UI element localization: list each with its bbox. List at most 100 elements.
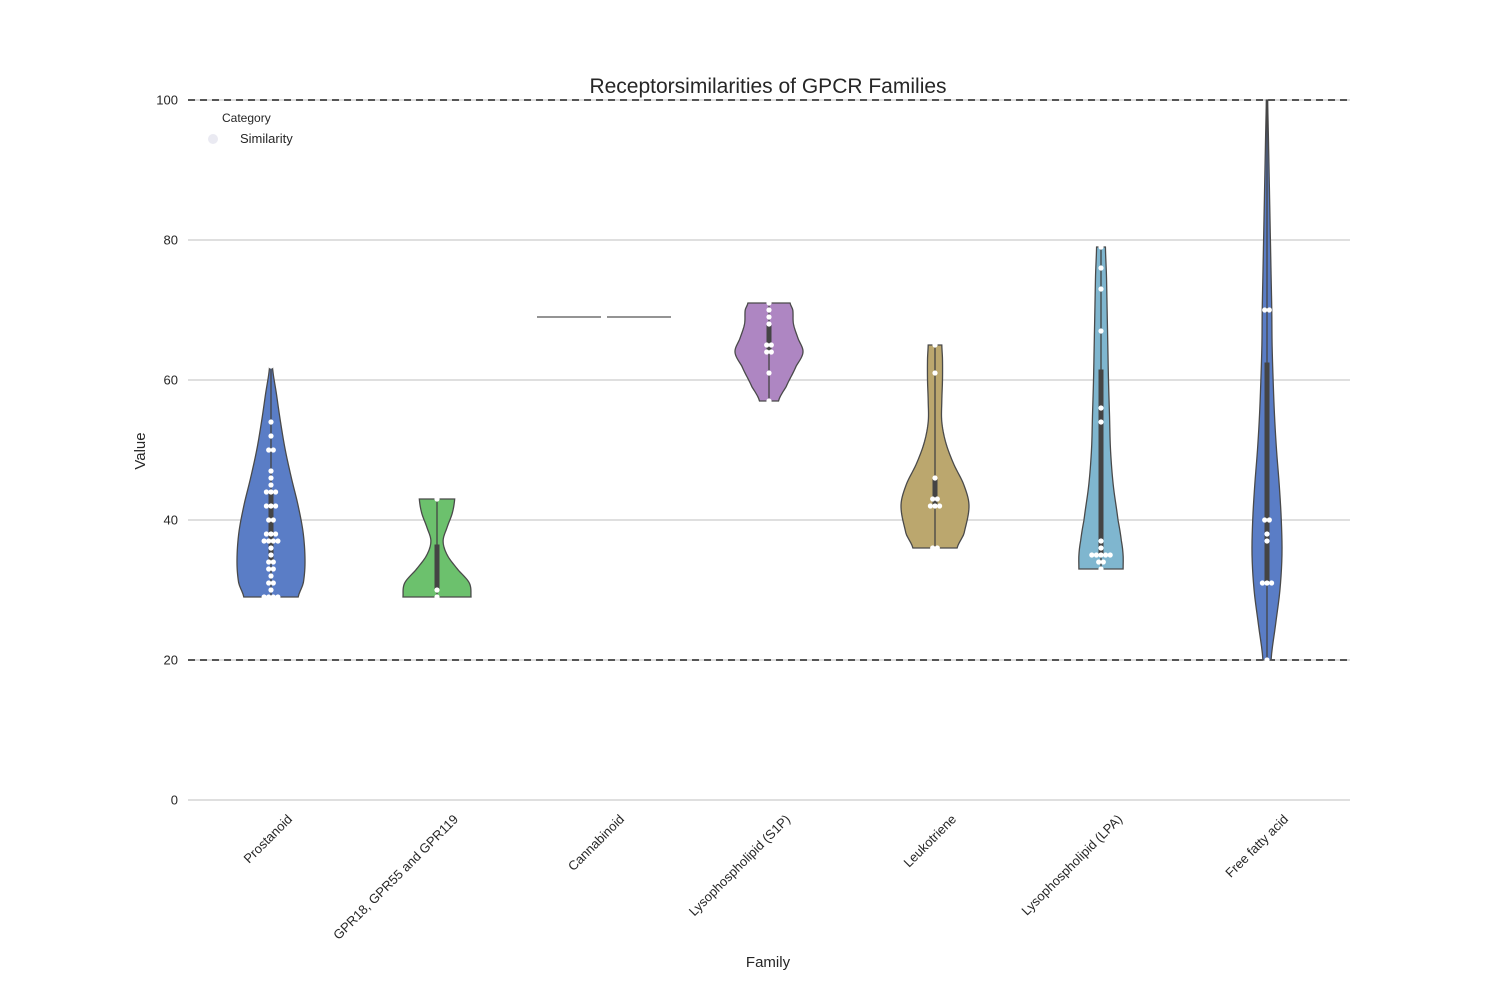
- legend: Category Similarity: [208, 111, 293, 146]
- violin-6: [1251, 99, 1283, 663]
- data-point: [275, 594, 281, 600]
- data-point: [275, 538, 281, 544]
- x-tick-label: Leukotriene: [900, 812, 959, 871]
- data-point: [937, 503, 943, 509]
- data-point: [268, 552, 274, 558]
- y-tick-labels: 0 20 40 60 80 100: [156, 93, 178, 808]
- x-tick-label: Lysophospholipid (LPA): [1018, 812, 1125, 919]
- data-point: [930, 545, 936, 551]
- violin-5: [1078, 244, 1124, 572]
- data-point: [932, 503, 938, 509]
- x-axis-title: Family: [746, 954, 791, 971]
- y-tick-label: 0: [171, 793, 178, 808]
- data-point: [273, 531, 279, 537]
- data-point: [768, 349, 774, 355]
- data-point: [1093, 552, 1099, 558]
- data-point: [263, 503, 269, 509]
- data-point: [273, 489, 279, 495]
- data-point: [268, 363, 274, 369]
- data-point: [1266, 517, 1272, 523]
- violin-0: [236, 363, 306, 600]
- data-point: [434, 594, 440, 600]
- data-point: [266, 447, 272, 453]
- data-point: [766, 398, 772, 404]
- data-point: [1103, 552, 1109, 558]
- y-tick-label: 20: [164, 653, 178, 668]
- data-point: [261, 594, 267, 600]
- data-point: [930, 496, 936, 502]
- data-point: [1098, 286, 1104, 292]
- data-point: [268, 489, 274, 495]
- data-point: [270, 580, 276, 586]
- data-point: [1264, 580, 1270, 586]
- data-point: [1098, 419, 1104, 425]
- violin-4: [900, 342, 970, 551]
- data-point: [273, 503, 279, 509]
- x-tick-label: GPR18, GPR55 and GPR119: [330, 812, 461, 943]
- data-point: [1098, 538, 1104, 544]
- data-point: [1262, 307, 1268, 313]
- data-point: [266, 580, 272, 586]
- data-point: [1264, 657, 1270, 663]
- data-point: [1269, 580, 1275, 586]
- data-point: [1098, 545, 1104, 551]
- chart-title: Receptorsimilarities of GPCR Families: [589, 75, 946, 98]
- data-point: [934, 496, 940, 502]
- data-point: [1089, 552, 1095, 558]
- x-tick-label: Prostanoid: [241, 812, 296, 867]
- data-point: [263, 489, 269, 495]
- violin-1: [402, 496, 472, 600]
- legend-title: Category: [222, 111, 271, 125]
- data-point: [1096, 559, 1102, 565]
- data-point: [268, 531, 274, 537]
- data-point: [270, 559, 276, 565]
- data-point: [270, 566, 276, 572]
- data-point: [268, 482, 274, 488]
- data-point: [266, 538, 272, 544]
- data-point: [1264, 538, 1270, 544]
- data-point: [932, 370, 938, 376]
- data-point: [268, 587, 274, 593]
- data-point: [270, 517, 276, 523]
- data-point: [263, 531, 269, 537]
- data-point: [434, 587, 440, 593]
- data-point: [270, 447, 276, 453]
- data-point: [927, 503, 934, 509]
- data-point: [434, 496, 440, 502]
- violins: [236, 99, 1283, 663]
- data-point: [261, 538, 267, 544]
- data-point: [768, 342, 774, 348]
- y-axis-title: Value: [132, 432, 149, 469]
- data-point: [932, 475, 938, 481]
- data-point: [268, 475, 274, 481]
- data-point: [934, 545, 940, 551]
- data-point: [766, 314, 772, 320]
- data-point: [764, 349, 770, 355]
- y-tick-label: 40: [164, 513, 178, 528]
- data-point: [766, 307, 772, 313]
- legend-entry-similarity: Similarity: [240, 131, 293, 146]
- data-point: [266, 566, 272, 572]
- data-point: [268, 503, 274, 509]
- data-point: [1098, 405, 1104, 411]
- data-point: [1098, 552, 1104, 558]
- data-point: [1107, 552, 1113, 558]
- data-point: [270, 538, 276, 544]
- data-point: [270, 594, 276, 600]
- data-point: [1098, 328, 1104, 334]
- data-point: [268, 573, 274, 579]
- data-point: [1098, 244, 1104, 250]
- data-point: [266, 559, 272, 565]
- data-point: [1100, 559, 1106, 565]
- x-tick-label: Free fatty acid: [1222, 812, 1291, 881]
- data-point: [1259, 580, 1265, 586]
- data-point: [764, 342, 770, 348]
- data-point: [268, 468, 274, 474]
- data-point: [268, 419, 274, 425]
- x-tick-label: Lysophospholipid (S1P): [686, 812, 793, 919]
- data-point: [1098, 566, 1104, 572]
- data-point: [266, 594, 272, 600]
- data-point: [1264, 531, 1270, 537]
- grid-lines: [188, 99, 1350, 801]
